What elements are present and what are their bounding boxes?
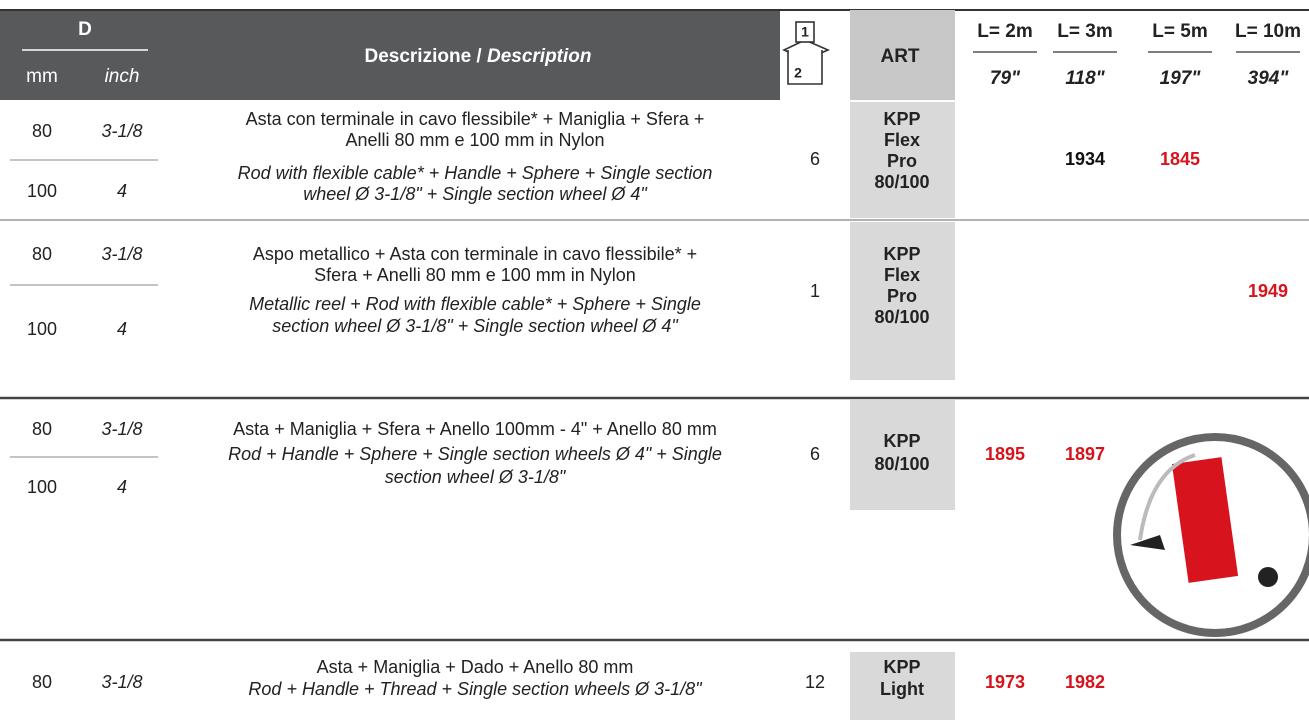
description-it: Anelli 80 mm e 100 mm in Nylon <box>345 130 604 150</box>
size-mm: 100 <box>27 181 57 201</box>
article-code: 1845 <box>1160 149 1200 169</box>
quantity: 6 <box>810 444 820 464</box>
description-it: Asta con terminale in cavo flessibile* +… <box>246 109 705 129</box>
length-inch: 394" <box>1248 68 1290 89</box>
description-en: Metallic reel + Rod with flexible cable*… <box>249 294 701 314</box>
art-code: KPP <box>883 657 920 677</box>
art-code: 80/100 <box>874 454 929 474</box>
art-code: Light <box>880 679 924 699</box>
article-code: 1982 <box>1065 672 1105 692</box>
art-code: KPP <box>883 109 920 129</box>
description-en: section wheel Ø 3-1/8" <box>385 467 567 487</box>
length-inch: 197" <box>1160 68 1202 89</box>
quantity: 1 <box>810 281 820 301</box>
description-en: Rod + Handle + Sphere + Single section w… <box>228 444 722 464</box>
art-code: Pro <box>887 151 917 171</box>
size-inch: 4 <box>117 181 127 201</box>
description-it: Asta + Maniglia + Dado + Anello 80 mm <box>317 657 634 677</box>
size-inch: 4 <box>117 477 127 497</box>
inch-header: inch <box>105 66 140 87</box>
art-code: KPP <box>883 431 920 451</box>
article-code: 1897 <box>1065 444 1105 464</box>
size-inch: 4 <box>117 319 127 339</box>
art-header-bg <box>850 10 955 100</box>
size-mm: 80 <box>32 121 52 141</box>
description-it: Asta + Maniglia + Sfera + Anello 100mm -… <box>233 419 717 439</box>
quantity: 12 <box>805 672 825 692</box>
size-mm: 100 <box>27 319 57 339</box>
article-code: 1934 <box>1065 149 1105 169</box>
description-en: section wheel Ø 3-1/8" + Single section … <box>272 316 679 336</box>
length-label: L= 2m <box>977 21 1032 42</box>
art-code: 80/100 <box>874 172 929 192</box>
length-label: L= 5m <box>1152 21 1207 42</box>
size-inch: 3-1/8 <box>101 672 142 692</box>
mm-header: mm <box>26 66 58 87</box>
header-band <box>0 10 780 100</box>
length-inch: 79" <box>990 68 1021 89</box>
product-photo <box>1113 433 1309 637</box>
art-code: Flex <box>884 130 920 150</box>
size-inch: 3-1/8 <box>101 419 142 439</box>
art-bg <box>850 102 955 218</box>
size-mm: 100 <box>27 477 57 497</box>
quantity: 6 <box>810 149 820 169</box>
art-header: ART <box>880 46 919 67</box>
description-en: Rod + Handle + Thread + Single section w… <box>248 679 703 699</box>
size-mm: 80 <box>32 672 52 692</box>
art-code: Flex <box>884 265 920 285</box>
box-top: 1 <box>801 24 809 40</box>
size-mm: 80 <box>32 244 52 264</box>
description-header: Descrizione / Description <box>364 46 591 67</box>
article-code: 1949 <box>1248 281 1288 301</box>
description-it: Sfera + Anelli 80 mm e 100 mm in Nylon <box>314 265 636 285</box>
art-code: KPP <box>883 244 920 264</box>
description-it: Aspo metallico + Asta con terminale in c… <box>253 244 697 264</box>
d-header: D <box>78 19 92 40</box>
box-bottom: 2 <box>794 65 802 81</box>
length-label: L= 10m <box>1235 21 1301 42</box>
art-code: 80/100 <box>874 307 929 327</box>
art-bg <box>850 222 955 380</box>
art-bg <box>850 400 955 510</box>
article-code: 1973 <box>985 672 1025 692</box>
size-mm: 80 <box>32 419 52 439</box>
description-en: wheel Ø 3-1/8" + Single section wheel Ø … <box>303 184 648 204</box>
article-code: 1895 <box>985 444 1025 464</box>
description-it: Descrizione / <box>364 46 487 67</box>
length-label: L= 3m <box>1057 21 1112 42</box>
size-inch: 3-1/8 <box>101 121 142 141</box>
art-code: Pro <box>887 286 917 306</box>
art-bg <box>850 652 955 720</box>
box-icon <box>782 21 831 85</box>
length-inch: 118" <box>1065 68 1105 89</box>
description-en: Rod with flexible cable* + Handle + Sphe… <box>238 163 713 183</box>
size-inch: 3-1/8 <box>101 244 142 264</box>
description-en: Description <box>487 46 592 67</box>
